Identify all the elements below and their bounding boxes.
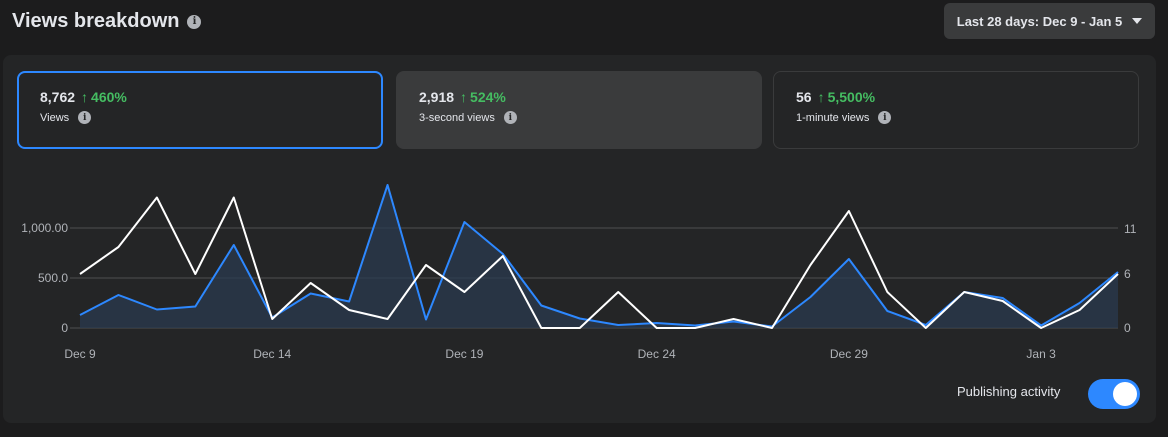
views-series-line xyxy=(79,184,1119,328)
y-tick-left: 0 xyxy=(61,321,68,335)
date-range-dropdown[interactable]: Last 28 days: Dec 9 - Jan 5 xyxy=(944,3,1155,39)
y-tick-right: 11 xyxy=(1124,222,1137,236)
x-tick: Dec 14 xyxy=(253,347,291,361)
arrow-up-icon: ↑ xyxy=(460,89,468,105)
views-area xyxy=(80,185,1118,328)
page-title: Views breakdown i xyxy=(12,10,202,33)
info-icon[interactable]: i xyxy=(78,111,92,124)
x-tick: Dec 9 xyxy=(64,347,96,361)
header: Views breakdown i Last 28 days: Dec 9 - … xyxy=(0,0,1168,52)
metric-label: 1-minute views xyxy=(796,111,870,124)
y-tick-right: 6 xyxy=(1124,267,1131,281)
metric-label: 3-second views xyxy=(419,111,495,124)
page-title-text: Views breakdown xyxy=(12,10,180,32)
publishing-activity-label: Publishing activity xyxy=(957,384,1061,399)
metric-value: 56 xyxy=(796,89,812,105)
toggle-knob xyxy=(1113,382,1137,406)
metric-change: 460% xyxy=(91,89,127,105)
metric-label: Views xyxy=(40,111,70,124)
views-panel: 8,762 ↑ 460% Views i 2,918 ↑ 524% 3-seco… xyxy=(3,55,1156,423)
x-tick: Jan 3 xyxy=(1026,347,1056,361)
info-icon[interactable]: i xyxy=(503,111,517,124)
caret-down-icon xyxy=(1132,18,1143,24)
metric-value: 2,918 xyxy=(419,89,455,105)
metric-card-3-second-views[interactable]: 2,918 ↑ 524% 3-second views i xyxy=(396,71,762,149)
metric-change: 5,500% xyxy=(827,89,876,105)
publishing-series-line xyxy=(79,196,1119,329)
publishing-activity-toggle[interactable] xyxy=(1088,379,1140,409)
arrow-up-icon: ↑ xyxy=(81,89,89,105)
views-line-chart: 0 500.0 1,000.00 0 6 11 Dec 9 Dec 14 Dec 19 Dec 2… xyxy=(21,184,1137,361)
y-tick-left: 1,000.00 xyxy=(21,221,68,235)
x-tick: Dec 19 xyxy=(445,347,483,361)
date-range-label: Last 28 days: Dec 9 - Jan 5 xyxy=(956,13,1123,29)
y-tick-right: 0 xyxy=(1124,321,1131,335)
info-icon[interactable]: i xyxy=(187,14,202,29)
metric-card-1-minute-views[interactable]: 56 ↑ 5,500% 1-minute views i xyxy=(773,71,1139,149)
arrow-up-icon: ↑ xyxy=(817,89,825,105)
y-tick-left: 500.0 xyxy=(38,271,68,285)
metric-card-views[interactable]: 8,762 ↑ 460% Views i xyxy=(17,71,383,149)
info-icon[interactable]: i xyxy=(878,111,892,124)
x-tick: Dec 24 xyxy=(638,347,676,361)
metric-value: 8,762 xyxy=(40,89,76,105)
metric-change: 524% xyxy=(470,89,506,105)
x-tick: Dec 29 xyxy=(830,347,868,361)
